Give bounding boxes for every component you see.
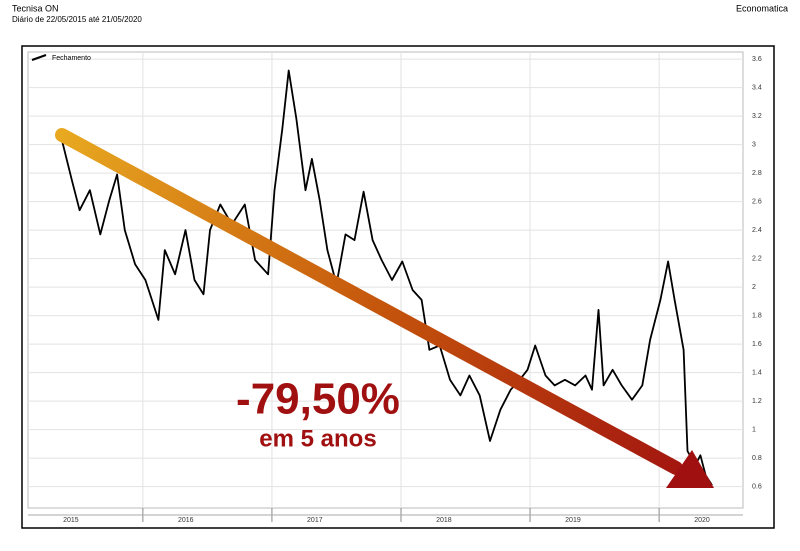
y-tick-label: 2: [752, 284, 756, 291]
y-tick-label: 3: [752, 141, 756, 148]
y-tick-label: 3.2: [752, 113, 762, 120]
y-tick-label: 1.8: [752, 312, 762, 319]
x-tick-label: 2015: [63, 517, 79, 524]
y-tick-label: 1.2: [752, 398, 762, 405]
trend-arrow: [55, 128, 683, 475]
y-tick-label: 2.6: [752, 198, 762, 205]
x-tick-label: 2016: [178, 517, 194, 524]
price-line: [60, 69, 713, 486]
x-tick-label: 2017: [307, 517, 323, 524]
y-tick-label: 1.6: [752, 341, 762, 348]
x-tick-label: 2019: [565, 517, 581, 524]
title: Tecnisa ON: [12, 3, 59, 13]
x-tick-label: 2020: [694, 517, 710, 524]
arrow-head: [666, 450, 714, 488]
source: Economatica: [736, 3, 788, 13]
subtitle: Diário de 22/05/2015 até 21/05/2020: [12, 15, 142, 24]
y-tick-label: 3.6: [752, 56, 762, 63]
y-tick-label: 1.4: [752, 369, 762, 376]
legend-swatch: [31, 54, 47, 61]
frame: [21, 45, 775, 529]
legend-label: Fechamento: [52, 55, 91, 62]
y-tick-label: 2.2: [752, 255, 762, 262]
y-tick-label: 2.4: [752, 227, 762, 234]
y-tick-label: 1: [752, 426, 756, 433]
y-tick-label: 0.8: [752, 455, 762, 462]
x-tick-label: 2018: [436, 517, 452, 524]
y-tick-label: 0.6: [752, 483, 762, 490]
annotation-change: -79,50%: [236, 375, 400, 424]
y-tick-label: 3.4: [752, 84, 762, 91]
y-tick-label: 2.8: [752, 170, 762, 177]
annotation-period: em 5 anos: [259, 425, 376, 452]
